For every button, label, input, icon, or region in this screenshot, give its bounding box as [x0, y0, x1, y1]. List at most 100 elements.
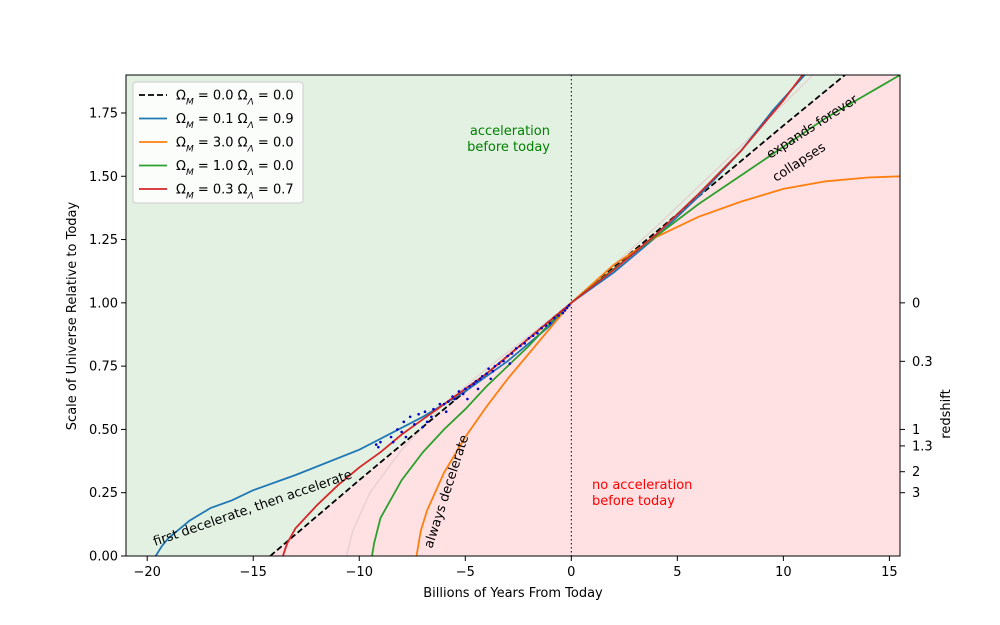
x-tick-label-5: 5	[673, 565, 681, 580]
data-point-0	[374, 443, 378, 446]
data-point-9	[417, 412, 420, 416]
data-point-52	[391, 440, 395, 444]
data-point-35	[514, 347, 518, 350]
data-point-25	[478, 377, 482, 381]
data-point-40	[536, 331, 539, 335]
data-point-42	[544, 324, 548, 327]
data-point-15	[442, 402, 446, 406]
series-line-0	[269, 75, 846, 556]
x-tick-label-6: 10	[775, 565, 792, 580]
plot-frame	[125, 74, 901, 557]
x-tick-label-4: 0	[567, 565, 575, 580]
data-point-28	[487, 367, 490, 370]
redshift-tick-label-5: 3	[912, 486, 920, 501]
data-point-4	[396, 428, 399, 431]
redshift-tick-label-1: 0.3	[912, 355, 933, 370]
x-tick-label-2: −10	[346, 565, 373, 580]
data-point-36	[519, 344, 522, 348]
data-point-3	[389, 435, 393, 439]
data-point-6	[402, 420, 406, 424]
data-point-33	[506, 354, 509, 358]
data-point-7	[408, 415, 412, 419]
data-point-1	[377, 445, 380, 449]
annotation-accel-line-1: before today	[467, 140, 550, 155]
redshift-tick-label-4: 2	[912, 465, 920, 480]
data-point-45	[557, 314, 560, 317]
y-tick-label-6: 1.50	[89, 170, 118, 185]
data-point-26	[480, 374, 484, 378]
data-point-54	[466, 397, 469, 401]
data-point-53	[444, 410, 448, 414]
redshift-tick-label-0: 0	[912, 296, 920, 311]
x-tick-label-7: 15	[881, 565, 898, 580]
data-point-55	[476, 387, 480, 391]
redshift-axis: 0 0.3 11.3 2 3	[900, 296, 933, 501]
legend-label-3: ΩM = 1.0 ΩΛ = 0.0	[176, 159, 294, 178]
supernova-data-points	[374, 304, 571, 449]
redshift-tick-label-2: 1	[912, 423, 920, 438]
data-point-22	[468, 385, 471, 388]
data-point-20	[461, 392, 465, 396]
legend-label-2: ΩM = 3.0 ΩΛ = 0.0	[176, 136, 294, 155]
data-point-38	[527, 336, 531, 340]
data-point-48	[565, 306, 569, 310]
data-point-17	[451, 395, 454, 398]
legend-box	[132, 81, 304, 204]
y-tick-label-5: 1.25	[89, 233, 118, 248]
data-point-2	[379, 440, 382, 444]
data-point-13	[432, 407, 435, 411]
data-point-43	[548, 321, 552, 325]
series-line-3	[371, 75, 900, 556]
annotation-noaccel-line-1: before today	[592, 494, 675, 509]
data-point-14	[438, 402, 442, 406]
data-point-32	[502, 359, 505, 363]
data-point-41	[540, 326, 543, 330]
data-point-19	[457, 390, 461, 393]
legend-label-1: ΩM = 0.1 ΩΛ = 0.9	[176, 112, 294, 131]
data-point-57	[508, 362, 512, 365]
series-line-2	[415, 175, 900, 556]
data-point-47	[563, 309, 567, 312]
data-point-51	[404, 435, 408, 439]
x-tick-label-0: −20	[133, 565, 160, 580]
data-point-18	[453, 397, 456, 401]
data-point-24	[474, 380, 478, 383]
data-point-37	[523, 342, 526, 345]
y-tick-label-4: 1.00	[89, 296, 118, 311]
data-point-50	[430, 415, 433, 419]
data-point-16	[447, 400, 450, 403]
data-point-56	[489, 377, 493, 381]
data-point-44	[553, 316, 556, 320]
data-point-29	[491, 369, 495, 373]
data-point-11	[423, 410, 427, 414]
data-point-39	[531, 334, 535, 338]
data-point-8	[413, 423, 416, 426]
y-axis: 0.00 0.25 0.50 0.75 1.00 1.25 1.50 1.75	[89, 106, 126, 565]
x-tick-label-1: −15	[240, 565, 267, 580]
data-point-21	[463, 387, 467, 391]
legend-label-0: ΩM = 0.0 ΩΛ = 0.0	[176, 89, 294, 108]
data-point-12	[425, 420, 429, 424]
redshift-axis-label: redshift	[939, 389, 954, 438]
no-acceleration-region	[270, 75, 900, 556]
annotation-accel-line-0: acceleration	[470, 124, 550, 139]
y-tick-label-3: 0.75	[89, 360, 118, 375]
x-axis: −20 −15 −10 −5 0 5 10 15	[133, 556, 898, 580]
data-point-49	[567, 304, 571, 307]
data-point-5	[400, 430, 403, 434]
data-point-10	[421, 425, 425, 429]
x-tick-label-3: −5	[456, 565, 475, 580]
series-lines	[154, 75, 900, 556]
annotation-noaccel-line-0: no acceleration	[592, 478, 692, 493]
y-tick-label-7: 1.75	[89, 106, 118, 121]
y-tick-label-0: 0.00	[89, 550, 118, 565]
data-point-31	[497, 362, 501, 365]
data-point-23	[472, 382, 476, 386]
data-point-27	[485, 372, 488, 376]
data-point-46	[561, 311, 565, 315]
y-tick-label-2: 0.50	[89, 423, 118, 438]
data-point-30	[493, 364, 497, 368]
y-tick-label-1: 0.25	[89, 486, 118, 501]
